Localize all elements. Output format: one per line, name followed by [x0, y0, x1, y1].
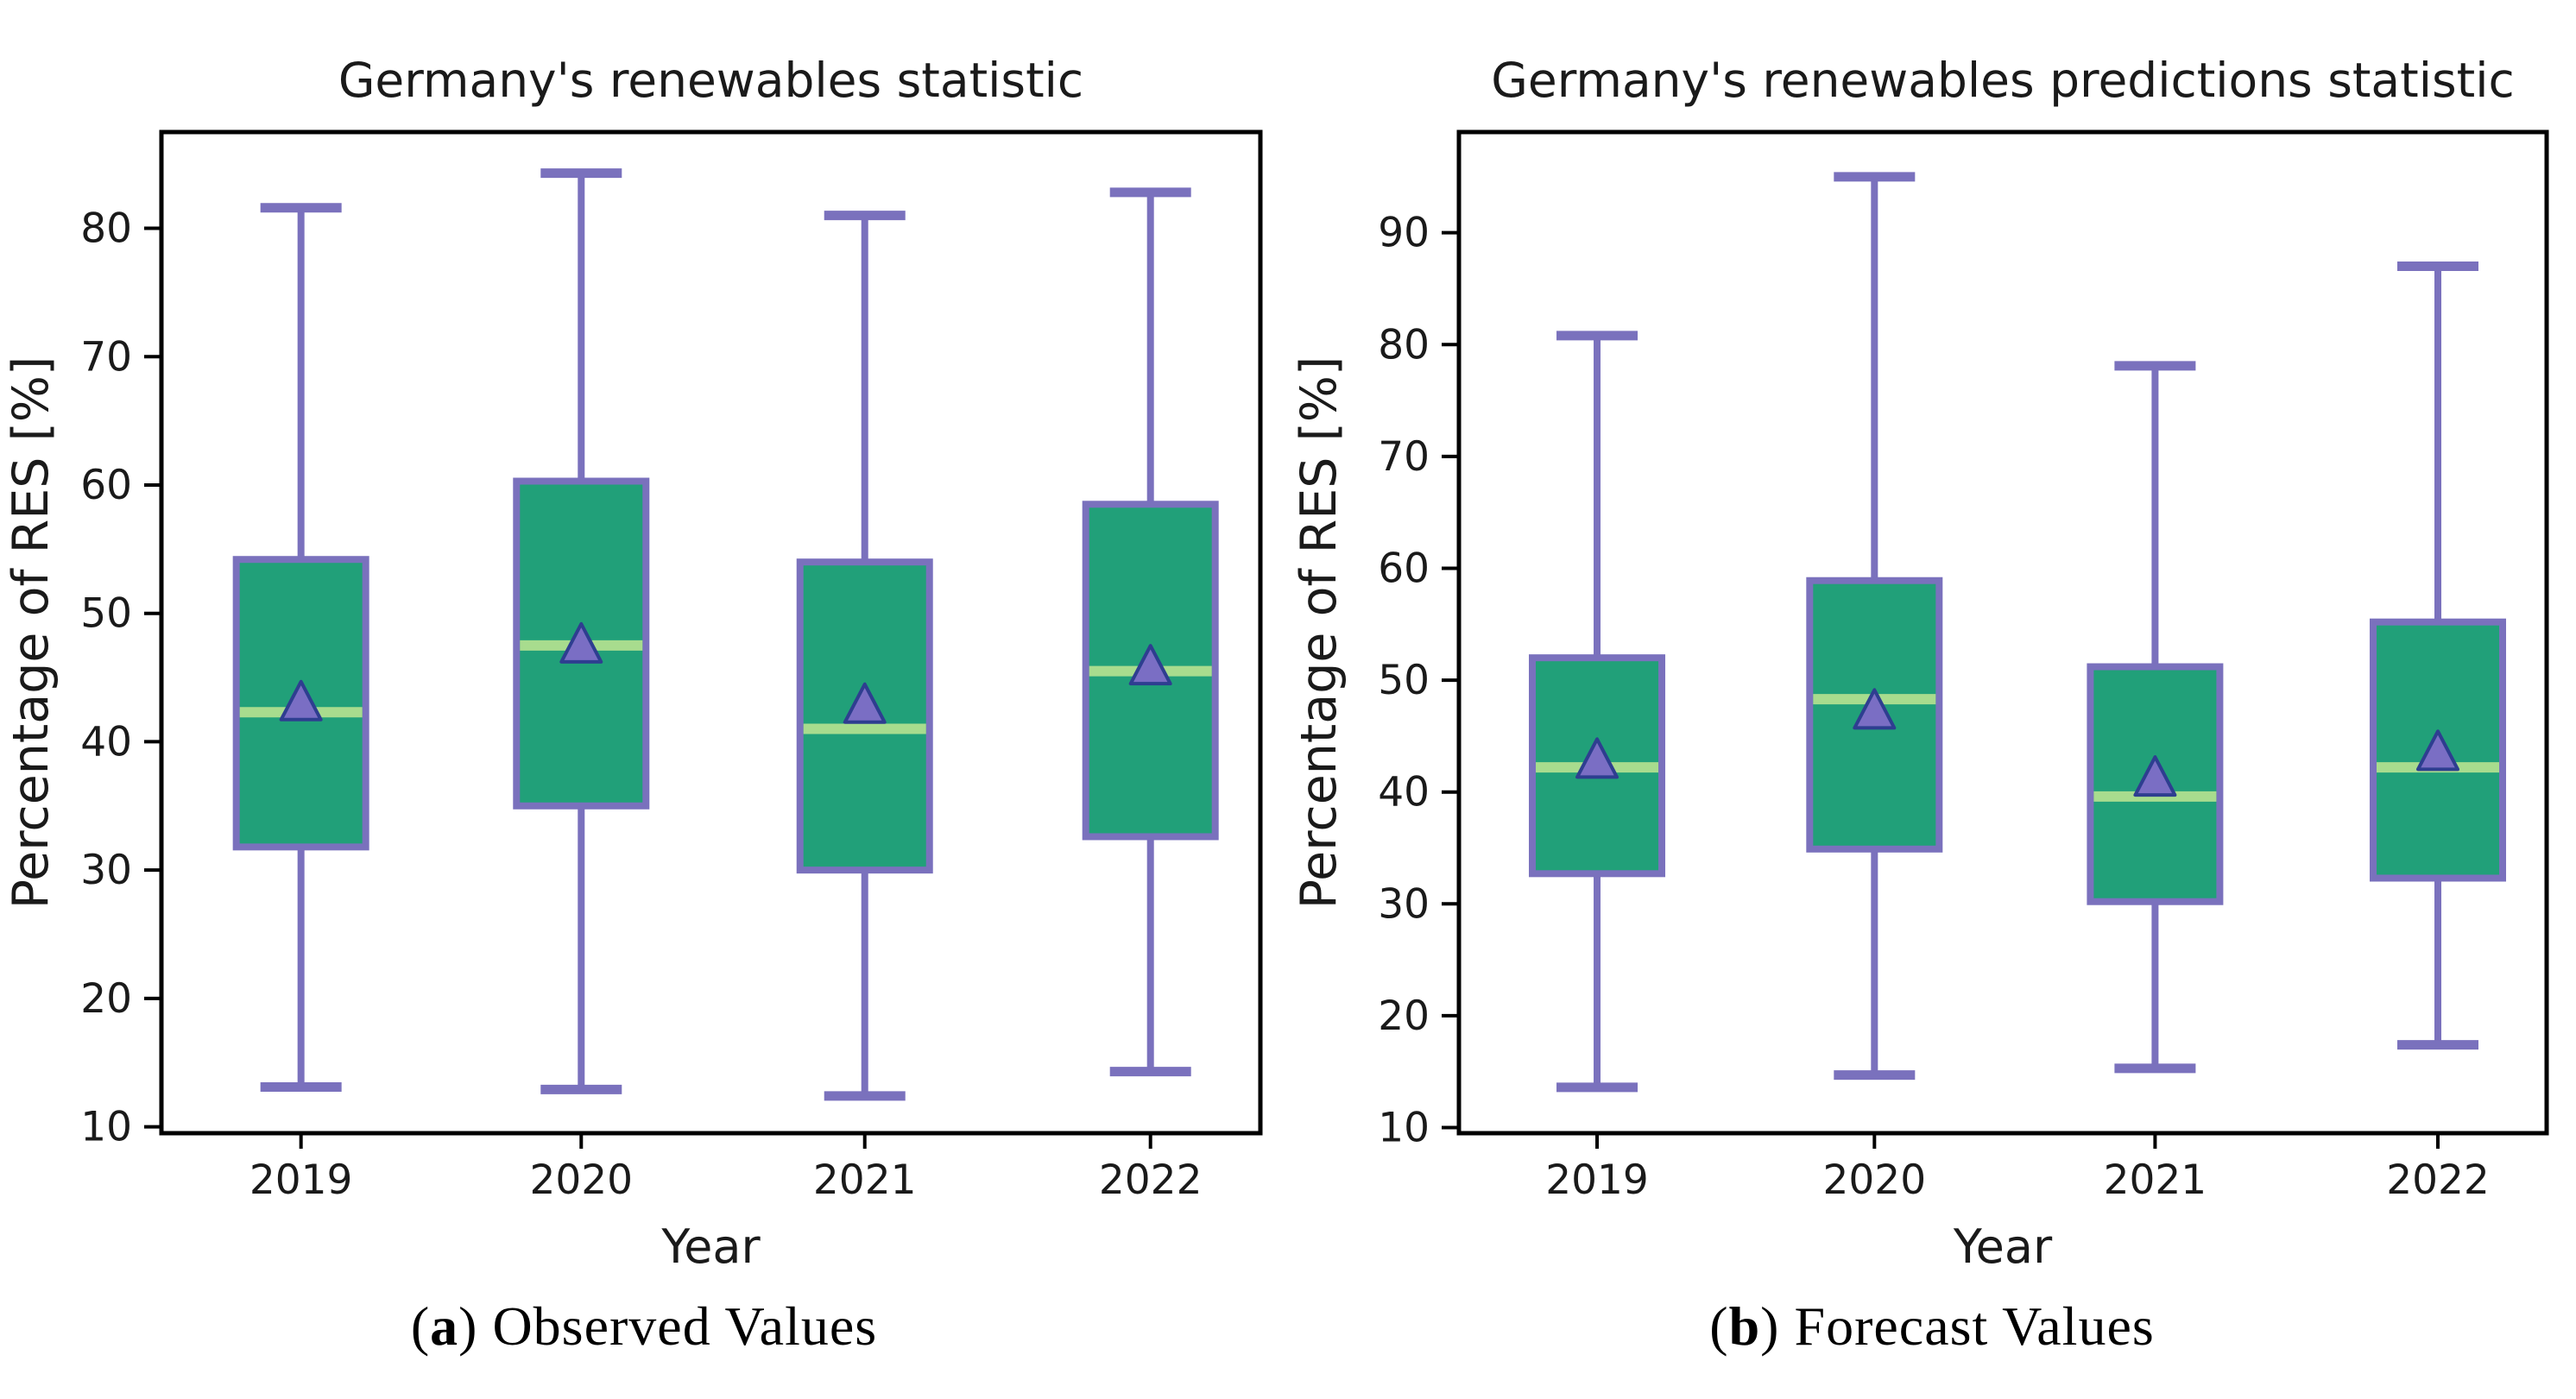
x-tick-label: 2021: [2104, 1156, 2207, 1204]
box-2020: 2020: [513, 168, 650, 1204]
box-2022: 2022: [1082, 187, 1219, 1204]
y-tick-label: 20: [80, 975, 132, 1023]
y-tick-label: 50: [80, 590, 132, 638]
y-tick-label: 70: [80, 333, 132, 381]
y-tick-label: 90: [1378, 210, 1430, 257]
mean-marker: [2416, 729, 2459, 772]
forecast-chart-panel: Germany's renewables predictions statist…: [1288, 0, 2576, 1277]
axes-frame: [159, 129, 1263, 1136]
y-tick-label: 20: [1378, 993, 1430, 1040]
y-tick-label: 70: [1378, 433, 1430, 481]
mean-marker: [2133, 755, 2177, 797]
y-tick-label: 30: [80, 847, 132, 894]
y-tick-label: 10: [1378, 1105, 1430, 1152]
x-tick-label: 2022: [2386, 1156, 2490, 1204]
mean-marker: [559, 621, 603, 664]
caption-forecast: (b) Forecast Values: [1288, 1295, 2576, 1358]
y-tick-label: 80: [1378, 321, 1430, 369]
x-tick-label: 2019: [1545, 1156, 1649, 1204]
caption-prefix: (: [1709, 1295, 1729, 1357]
caption-tag: a: [430, 1295, 459, 1357]
y-tick-label: 60: [1378, 545, 1430, 592]
box-2020: 2020: [1806, 172, 1943, 1204]
x-axis-label: Year: [1953, 1219, 2053, 1274]
mean-marker: [843, 682, 887, 724]
y-tick-label: 60: [80, 462, 132, 509]
y-tick-label: 40: [80, 718, 132, 766]
x-tick-label: 2021: [813, 1156, 917, 1204]
x-tick-label: 2020: [529, 1156, 633, 1204]
y-tick-label: 30: [1378, 880, 1430, 928]
x-tick-label: 2019: [249, 1156, 353, 1204]
box-2022: 2022: [2370, 262, 2506, 1204]
caption-prefix: (: [410, 1295, 431, 1357]
mean-marker: [1128, 644, 1172, 686]
x-axis-label: Year: [660, 1219, 761, 1274]
x-tick-label: 2020: [1823, 1156, 1927, 1204]
caption-observed: (a) Observed Values: [0, 1295, 1288, 1358]
axes-frame: [1456, 129, 2549, 1136]
box-2021: 2021: [796, 211, 933, 1204]
observed-boxplot-chart: Germany's renewables statistic Percentage…: [3, 53, 1263, 1274]
y-tick-label: 80: [80, 205, 132, 253]
chart-title: Germany's renewables statistic: [338, 53, 1083, 108]
mean-marker: [279, 679, 323, 722]
box-2021: 2021: [2087, 361, 2224, 1204]
y-tick-label: 40: [1378, 769, 1430, 816]
box-2019: 2019: [232, 203, 369, 1204]
caption-tag: b: [1728, 1295, 1761, 1357]
y-axis-label: Percentage of RES [%]: [1291, 356, 1348, 909]
caption-suffix: ): [458, 1295, 493, 1357]
forecast-boxplot-chart: Germany's renewables predictions statist…: [1291, 53, 2549, 1274]
caption-text: Forecast Values: [1794, 1295, 2155, 1357]
caption-suffix: ): [1760, 1295, 1795, 1357]
iqr-box: [1806, 577, 1943, 853]
y-axis-label: Percentage of RES [%]: [3, 356, 60, 909]
mean-marker: [1575, 737, 1619, 779]
y-tick-label: 10: [80, 1104, 132, 1151]
observed-chart-panel: Germany's renewables statistic Percentage…: [0, 0, 1288, 1277]
chart-title: Germany's renewables predictions statist…: [1491, 53, 2514, 108]
caption-text: Observed Values: [492, 1295, 878, 1357]
mean-marker: [1853, 688, 1897, 730]
y-tick-label: 50: [1378, 657, 1430, 704]
x-tick-label: 2022: [1099, 1156, 1203, 1204]
box-2019: 2019: [1529, 331, 1666, 1204]
